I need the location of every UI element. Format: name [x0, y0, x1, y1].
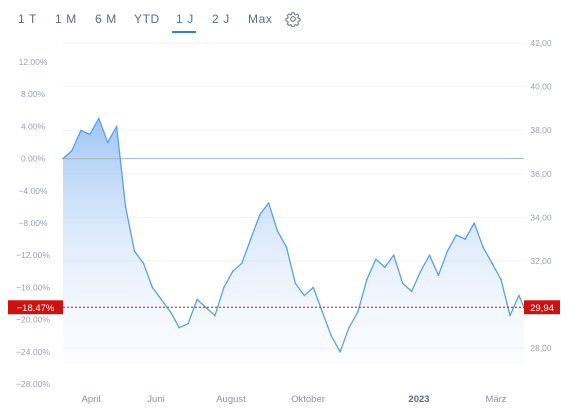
left-axis-tick-label: 12.00%: [19, 57, 48, 67]
data-point: [267, 202, 270, 204]
data-point: [491, 262, 493, 265]
x-axis-tick-label: Oktober: [291, 394, 325, 405]
x-axis-tick-label: März: [485, 394, 506, 405]
data-point: [151, 286, 154, 289]
data-point: [464, 238, 467, 240]
right-axis-tick-label: 38,00: [530, 125, 552, 135]
data-point: [473, 222, 475, 224]
tab-ytd[interactable]: YTD: [134, 12, 160, 26]
right-axis-tick-label: 40,00: [530, 82, 552, 92]
tab-2-years[interactable]: 2 J: [212, 12, 230, 26]
current-change-tag: [8, 300, 63, 315]
area-fill-group: [63, 118, 524, 365]
left-axis-tick-label: −20.00%: [16, 315, 50, 325]
data-point: [160, 298, 163, 301]
x-axis-tick-label: August: [216, 394, 246, 405]
data-point: [276, 230, 279, 232]
right-axis-tick-label: 42,00: [530, 38, 552, 48]
data-point: [321, 310, 324, 313]
current-price-label: 29,94: [530, 303, 554, 314]
active-tab-underline: [172, 31, 196, 33]
price-line-group: [62, 117, 525, 353]
data-point: [240, 262, 243, 265]
right-axis-tick-label: 32,00: [530, 256, 552, 266]
left-axis-tick-label: 8.00%: [21, 89, 46, 99]
left-axis-tick-label: −12.00%: [16, 250, 50, 260]
data-point: [178, 326, 181, 329]
tab-1-year[interactable]: 1 J: [176, 12, 194, 26]
x-axis-tick-label: Juni: [147, 394, 164, 405]
range-tab-bar: 1 T 1 M 6 M YTD 1 J 2 J Max: [0, 0, 572, 36]
gear-icon[interactable]: [285, 11, 301, 27]
data-point: [133, 250, 136, 252]
data-point: [339, 351, 341, 353]
x-axis-tick-label: April: [81, 394, 100, 405]
data-point: [249, 238, 252, 240]
current-value-marker: −18.47% 29,94: [8, 300, 560, 315]
data-point: [312, 286, 315, 289]
data-point: [232, 270, 234, 273]
left-axis-tick-label: 4.00%: [21, 121, 46, 131]
left-axis-tick-label: −28.00%: [16, 379, 50, 389]
data-point: [97, 117, 100, 120]
tab-max[interactable]: Max: [248, 12, 273, 26]
data-point: [375, 258, 377, 261]
data-point: [509, 314, 511, 317]
data-point: [330, 334, 332, 337]
data-point: [518, 294, 520, 297]
right-axis-tick-label: 36,00: [530, 169, 552, 179]
data-point: [142, 262, 145, 265]
data-point: [455, 234, 458, 236]
data-point: [410, 290, 413, 293]
left-axis-tick-label: −4.00%: [18, 186, 48, 196]
data-point: [62, 157, 64, 160]
data-point: [401, 282, 404, 285]
tab-1-day[interactable]: 1 T: [18, 12, 37, 26]
data-point: [366, 278, 368, 281]
data-point: [187, 322, 189, 325]
area-fill: [63, 118, 524, 365]
data-point: [169, 310, 172, 313]
left-axis-labels: 12.00% 8.00% 4.00% 0.00% −4.00% −8.00% −12.00%…: [16, 57, 50, 389]
data-point: [348, 326, 350, 329]
data-point: [205, 306, 207, 309]
current-price-tag: [524, 300, 560, 315]
data-point: [214, 314, 216, 317]
data-point: [482, 246, 484, 248]
data-point: [115, 125, 118, 128]
data-point: [446, 250, 449, 252]
data-point: [419, 270, 422, 273]
data-point: [428, 254, 431, 256]
right-axis-tick-label: 28,00: [530, 343, 552, 353]
x-axis-labels: April Juni August Oktober 2023 März: [81, 394, 506, 405]
data-point: [124, 206, 127, 208]
data-point: [384, 266, 386, 269]
left-axis-tick-label: −16.00%: [16, 282, 50, 292]
data-point: [106, 141, 109, 144]
data-point: [357, 310, 359, 313]
tab-1-month[interactable]: 1 M: [55, 12, 77, 26]
data-point: [196, 298, 198, 301]
data-point: [89, 133, 91, 136]
data-point: [303, 294, 306, 297]
current-change-label: −18.47%: [17, 303, 55, 314]
data-point: [71, 149, 73, 152]
x-axis-tick-label: 2023: [408, 394, 429, 405]
data-point: [285, 246, 288, 248]
left-axis-tick-label: 0.00%: [21, 154, 46, 164]
data-point: [437, 274, 440, 277]
data-point: [294, 282, 297, 285]
data-point: [223, 286, 225, 289]
data-point: [80, 129, 82, 132]
data-point: [258, 214, 261, 216]
left-axis-tick-label: −24.00%: [16, 347, 50, 357]
right-axis-tick-label: 34,00: [530, 212, 552, 222]
right-axis-labels: 42,00 40,00 38,00 36,00 34,00 32,00 28,00: [530, 38, 552, 353]
left-axis-tick-label: −8.00%: [18, 218, 48, 228]
tab-6-months[interactable]: 6 M: [95, 12, 117, 26]
data-point: [392, 254, 395, 256]
data-point: [500, 278, 502, 281]
